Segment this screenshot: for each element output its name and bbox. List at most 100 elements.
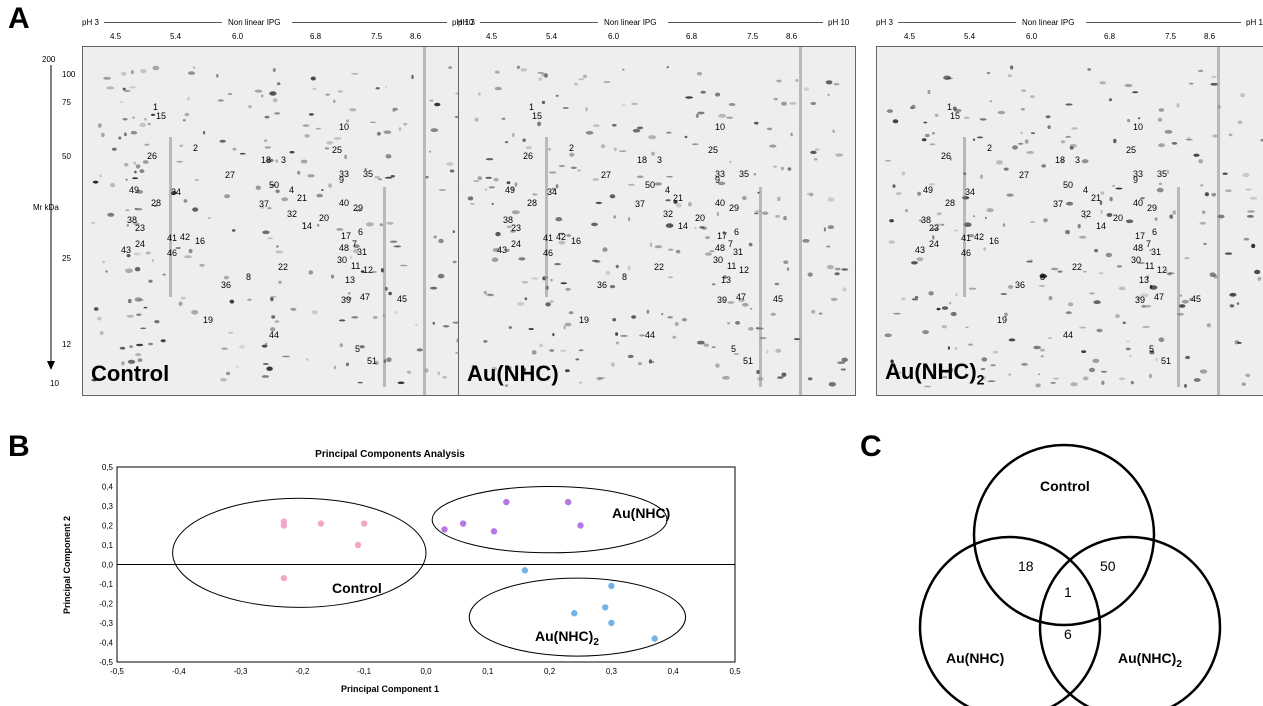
spot-label: 33 (339, 169, 350, 179)
gel-spot (1169, 214, 1173, 219)
ph-tick: 7.5 (747, 32, 759, 41)
gel-spots (90, 47, 471, 395)
gel-spot (92, 180, 99, 184)
gel-spot (558, 232, 565, 235)
gel-spot (733, 353, 740, 355)
gel-spot (947, 346, 950, 350)
gel-spot (543, 276, 549, 279)
gel-spot (1193, 378, 1201, 382)
spot-label: 8 (1040, 272, 1046, 282)
gel-spot (901, 297, 906, 301)
gel-spot (188, 248, 193, 254)
spot-label: 4 (289, 185, 295, 195)
gel-spot (675, 203, 682, 208)
gel-spot (1012, 145, 1018, 150)
gel-spot (238, 344, 246, 349)
gel-spot (494, 86, 502, 91)
gel-spot (488, 186, 495, 189)
spot-label: 2 (569, 143, 575, 153)
gel-spot (1100, 191, 1105, 196)
gel-spot (627, 354, 634, 359)
gel-spot (954, 229, 958, 232)
spot-label: 24 (929, 239, 940, 249)
spot-label: 45 (1191, 294, 1202, 304)
gel-spot (1157, 117, 1163, 122)
gel-spot (278, 280, 282, 284)
gel-spot (510, 230, 516, 233)
y-tick-label: -0,1 (99, 580, 113, 589)
gel-spot (1204, 192, 1209, 197)
gel-spot (1017, 142, 1024, 145)
gel-spot (723, 275, 727, 279)
gel-spot (378, 178, 382, 181)
gel-spot (384, 286, 388, 291)
ellipse-au-nhc2 (468, 577, 687, 657)
gel-image: 1 15 10 25 26 2 18 3 27 50 33 35 9 49 28 34 37 4 21 40 29 32 2… (82, 46, 480, 396)
gel-spot (841, 357, 848, 362)
gel-spot (521, 280, 529, 284)
mr-tick: 50 (62, 152, 71, 161)
spot-label: 47 (736, 292, 747, 302)
ph-start-label: pH 3 (458, 18, 475, 27)
gel-spot (727, 301, 735, 304)
gel-spot (306, 358, 309, 361)
spot-label: 27 (601, 170, 612, 180)
gel-spot (385, 154, 392, 159)
gel-spot (326, 141, 333, 145)
gel-spot (932, 235, 935, 240)
gel-spot (132, 177, 139, 180)
gel-spot (917, 191, 921, 196)
gel-spot (756, 369, 760, 375)
gel-spot (442, 376, 447, 379)
gel-spot (936, 212, 942, 216)
gel-spot (646, 309, 650, 314)
spot-label: 13 (721, 275, 732, 285)
spot-label: 1 (947, 102, 953, 112)
gel-spot (1246, 375, 1250, 378)
gel-spot (135, 353, 142, 357)
spot-label: 50 (269, 180, 280, 190)
gel-spot (263, 139, 268, 142)
spot-label: 26 (941, 151, 952, 161)
gel-spot (144, 117, 147, 121)
gel-spot (809, 192, 814, 197)
gel-spot (133, 222, 140, 226)
gel-spot (344, 154, 348, 160)
gel-spot (1199, 369, 1208, 374)
gel-spot (345, 119, 350, 123)
spot-label: 7 (1146, 239, 1152, 249)
gel-spot (525, 146, 532, 150)
gel-spot (1043, 218, 1048, 223)
gel-spot (1066, 201, 1074, 206)
gel-spot (558, 240, 566, 245)
gel-spot (723, 231, 726, 235)
ph-line (480, 22, 598, 23)
gel-spot (270, 296, 274, 302)
gel-spot (411, 74, 414, 80)
gel-spot (766, 127, 773, 131)
gel-spot (711, 346, 716, 348)
spot-label: 29 (353, 203, 364, 213)
gel-spot (388, 291, 392, 296)
gel-spot (339, 343, 343, 348)
gel-spot (399, 264, 408, 267)
gel-spot (568, 311, 574, 315)
gel-spot (524, 297, 528, 301)
gel-spot (911, 298, 919, 301)
venn-diagram (918, 443, 1222, 706)
spot-label: 37 (259, 199, 270, 209)
gel-spot (199, 263, 205, 267)
gel-spot (537, 121, 542, 127)
gel-spot (192, 207, 199, 212)
spot-label: 14 (1096, 221, 1107, 231)
gel-spot (105, 270, 108, 273)
spot-label: 36 (1015, 280, 1026, 290)
gel-spot (491, 202, 494, 205)
gel-spot (493, 177, 499, 182)
gel-spot (369, 121, 376, 124)
x-tick-label: -0,4 (172, 667, 186, 676)
gel-spot (1039, 348, 1046, 352)
spot-label: 30 (1131, 255, 1142, 265)
gel-spot (1158, 108, 1165, 112)
gel-spot (950, 311, 957, 317)
